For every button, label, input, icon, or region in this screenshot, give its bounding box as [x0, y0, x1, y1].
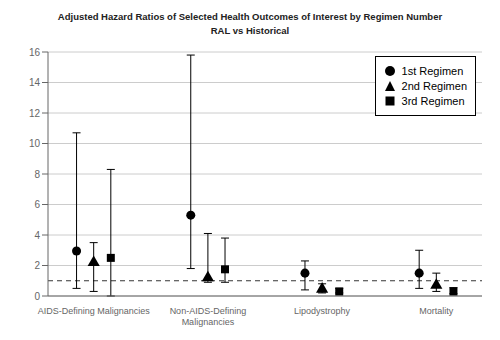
svg-text:AIDS-Defining Malignancies: AIDS-Defining Malignancies — [38, 306, 151, 316]
svg-text:Mortality: Mortality — [419, 306, 454, 316]
svg-text:Non-AIDS-DefiningMalignancies: Non-AIDS-DefiningMalignancies — [170, 306, 247, 327]
svg-text:14: 14 — [29, 77, 41, 88]
html-text:RAL vs Historical: RAL vs Historical — [210, 25, 290, 36]
svg-text:10: 10 — [29, 138, 41, 149]
svg-text:4: 4 — [34, 230, 40, 241]
html-text:2nd Regimen: 2nd Regimen — [401, 80, 467, 92]
svg-text:6: 6 — [34, 199, 40, 210]
html-text:1st Regimen: 1st Regimen — [401, 65, 464, 77]
svg-text:16: 16 — [29, 47, 41, 58]
svg-text:8: 8 — [34, 169, 40, 180]
html-text:Adjusted Hazard Ratios of Sele: Adjusted Hazard Ratios of Selected Healt… — [57, 11, 443, 22]
html-text:3rd Regimen: 3rd Regimen — [401, 95, 465, 107]
svg-text:Lipodystrophy: Lipodystrophy — [294, 306, 351, 316]
svg-text:0: 0 — [34, 291, 40, 302]
svg-text:2: 2 — [34, 260, 40, 271]
svg-text:12: 12 — [29, 108, 41, 119]
